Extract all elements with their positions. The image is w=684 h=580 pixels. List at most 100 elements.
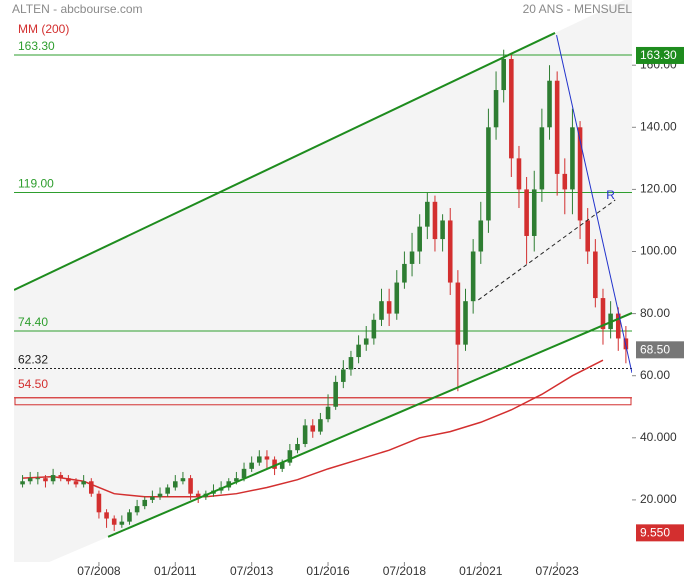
candle-body — [394, 282, 400, 314]
candle-body — [318, 419, 323, 432]
candle-body — [66, 478, 71, 482]
y-tick-label: 40.000 — [640, 430, 677, 444]
candle-body — [562, 173, 568, 190]
candle-body — [470, 251, 476, 302]
candle-body — [363, 338, 369, 345]
candle-body — [104, 512, 109, 519]
candle-body — [73, 481, 79, 485]
candle-body — [600, 298, 606, 330]
price-badge — [636, 46, 684, 64]
y-tick-label: 140.00 — [640, 119, 677, 133]
y-tick-label: 100.00 — [640, 244, 677, 258]
x-tick-label: 07/2023 — [535, 564, 579, 578]
price-badge-label: 163.30 — [640, 48, 677, 62]
x-tick-label: 07/2013 — [230, 564, 274, 578]
candle-body — [440, 220, 445, 240]
trend-line — [107, 312, 632, 538]
candle-body — [188, 478, 193, 494]
price-badge — [636, 524, 684, 542]
level-label: 163.30 — [18, 39, 55, 53]
candle-body — [531, 189, 537, 236]
axis: 20.000 40.000 60.00 80.00 100.00 120.00 140.00… — [77, 46, 684, 578]
price-badge-label: 68.50 — [640, 342, 670, 356]
y-tick-label: 20.000 — [640, 492, 677, 506]
candle-body — [287, 450, 293, 463]
candle-body — [356, 344, 361, 358]
candle-body — [539, 127, 545, 190]
candle-body — [96, 493, 102, 513]
candle-body — [50, 475, 56, 482]
candle-body — [455, 282, 461, 345]
level-label: 62.32 — [18, 353, 48, 367]
candle-body — [341, 369, 346, 382]
candle-body — [493, 90, 499, 128]
candle-body — [272, 459, 277, 469]
candle-body — [501, 58, 506, 91]
candle-body — [348, 357, 354, 370]
candle-body — [157, 493, 163, 497]
candle-body — [432, 201, 438, 240]
x-tick-label: 01/2021 — [459, 564, 503, 578]
candle-body — [593, 251, 598, 299]
candle-body — [302, 425, 308, 445]
candle-body — [195, 493, 201, 497]
trend-line — [14, 32, 556, 291]
x-tick-label: 01/2016 — [306, 564, 350, 578]
candle-body — [127, 512, 132, 522]
candle-body — [524, 189, 529, 236]
candle-body — [180, 478, 186, 482]
y-tick-label: 80.00 — [640, 306, 670, 320]
price-badge — [636, 341, 684, 359]
candle-body — [402, 263, 407, 283]
candle-body — [379, 301, 384, 320]
trend-line — [478, 199, 616, 301]
plot-area — [14, 0, 632, 562]
candle-body — [463, 301, 468, 345]
candle-body — [249, 462, 254, 469]
trend-line — [556, 34, 632, 374]
candle-body — [43, 478, 48, 482]
chart-subtitle: 20 ANS - MENSUEL — [523, 2, 633, 16]
candle-body — [165, 487, 170, 494]
candle-body — [257, 456, 262, 463]
candle-body — [325, 406, 331, 420]
candle-body — [58, 475, 64, 479]
candle-body — [142, 499, 148, 507]
x-tick-label: 01/2011 — [154, 564, 197, 578]
candle-body — [447, 220, 453, 283]
candle-body — [570, 127, 575, 190]
candle-body — [264, 456, 270, 460]
candle-body — [150, 496, 155, 500]
candle-body — [119, 521, 125, 525]
moving-average-line — [22, 359, 604, 498]
candle-body — [486, 127, 491, 221]
candle-body — [577, 127, 583, 221]
candle-body — [173, 481, 178, 488]
candle-body — [134, 506, 140, 513]
candle-body — [478, 220, 484, 252]
candle-body — [310, 425, 316, 432]
candle-body — [509, 58, 514, 159]
candle-body — [241, 468, 247, 479]
price-badge-label: 9.550 — [640, 526, 670, 540]
candle-body — [20, 481, 25, 485]
candle-body — [386, 301, 392, 314]
candle-body — [585, 220, 590, 252]
x-tick-label: 07/2008 — [77, 564, 121, 578]
trend-label: R — [606, 188, 615, 202]
level-label: 119.00 — [18, 177, 54, 191]
level-label: 74.40 — [18, 315, 48, 329]
candle-body — [27, 478, 33, 482]
candle-body — [35, 478, 41, 480]
candle-body — [88, 481, 94, 494]
candle-body — [371, 319, 377, 339]
candle-body — [547, 80, 552, 128]
candle-body — [615, 313, 621, 339]
candle-body — [409, 251, 415, 264]
channel-fill — [14, 0, 632, 562]
level-label: 54.50 — [18, 377, 48, 391]
chart-title: ALTEN - abcbourse.com — [12, 2, 143, 16]
candle-body — [333, 381, 338, 407]
candle-body — [554, 80, 560, 174]
